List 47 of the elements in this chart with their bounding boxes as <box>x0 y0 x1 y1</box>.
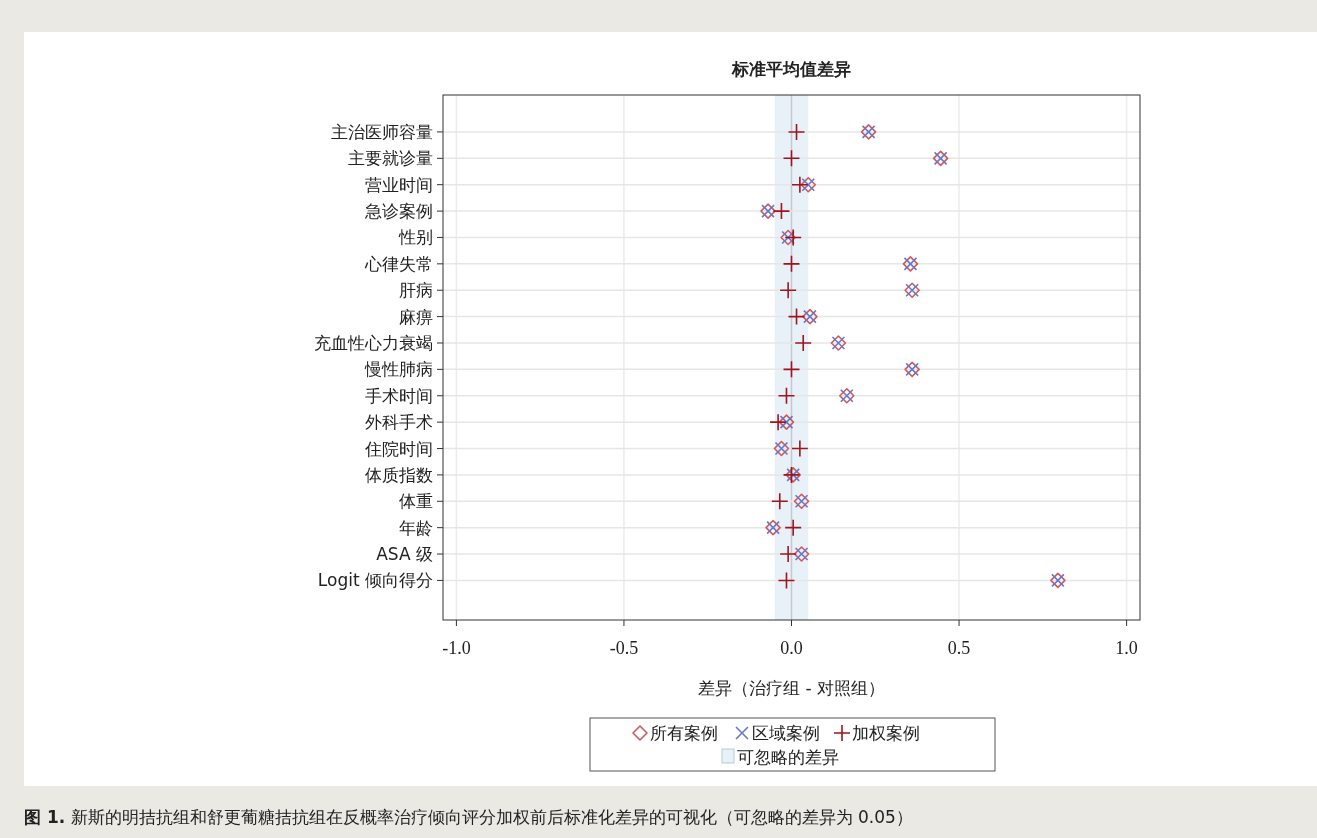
legend-label: 区域案例 <box>752 723 820 743</box>
x-tick-label: 1.0 <box>1115 638 1138 658</box>
caption: 图 1. 新斯的明拮抗组和舒更葡糖拮抗组在反概率治疗倾向评分加权前后标准化差异的可视化（可忽略的差异为 0.05） <box>24 807 913 827</box>
y-tick-label: 充血性心力衰竭 <box>314 332 433 353</box>
y-tick-label: 主治医师容量 <box>331 121 433 142</box>
x-axis-title: 差异（治疗组 - 对照组） <box>698 678 885 698</box>
y-tick-label: ASA 级 <box>376 544 433 565</box>
point <box>784 518 802 537</box>
point <box>772 202 791 220</box>
point <box>791 439 809 458</box>
point <box>782 360 801 379</box>
point <box>769 413 787 431</box>
y-tick-label: 急诊案例 <box>364 201 433 222</box>
x-tick-label: -0.5 <box>609 638 639 658</box>
y-tick-label: Logit 倾向得分 <box>317 570 433 591</box>
point <box>779 281 797 300</box>
y-tick-label: 体质指数 <box>365 464 433 485</box>
y-tick-label: 体重 <box>399 491 433 512</box>
point <box>794 334 813 352</box>
point <box>770 492 789 511</box>
y-tick-label: 性别 <box>398 227 433 248</box>
point <box>787 307 806 326</box>
y-tick-label: 手术时间 <box>365 385 433 406</box>
y-tick-label: 主要就诊量 <box>348 148 433 169</box>
point <box>791 175 809 194</box>
x-tick-label: 0.0 <box>780 638 803 658</box>
y-tick-label: 心律失常 <box>364 253 433 274</box>
legend-label: 可忽略的差异 <box>737 747 839 767</box>
x-tick-label: -1.0 <box>442 638 471 658</box>
point <box>782 255 801 273</box>
y-tick-label: 年龄 <box>399 517 433 538</box>
point <box>787 123 806 141</box>
y-tick-label: 外科手术 <box>365 412 433 433</box>
point <box>777 386 796 405</box>
y-tick-label: 营业时间 <box>365 174 433 195</box>
point <box>777 571 796 590</box>
legend-label: 所有案例 <box>650 723 718 743</box>
point <box>784 228 802 247</box>
point <box>779 545 797 563</box>
x-tick-label: 0.5 <box>947 638 971 658</box>
y-tick-label: 肝病 <box>399 280 433 301</box>
y-tick-label: 慢性肺病 <box>364 359 433 380</box>
chart-title: 标准平均值差异 <box>731 59 851 79</box>
legend-label: 加权案例 <box>852 723 920 743</box>
point <box>782 149 801 168</box>
y-tick-label: 麻痹 <box>399 306 433 327</box>
y-tick-label: 住院时间 <box>364 438 433 459</box>
